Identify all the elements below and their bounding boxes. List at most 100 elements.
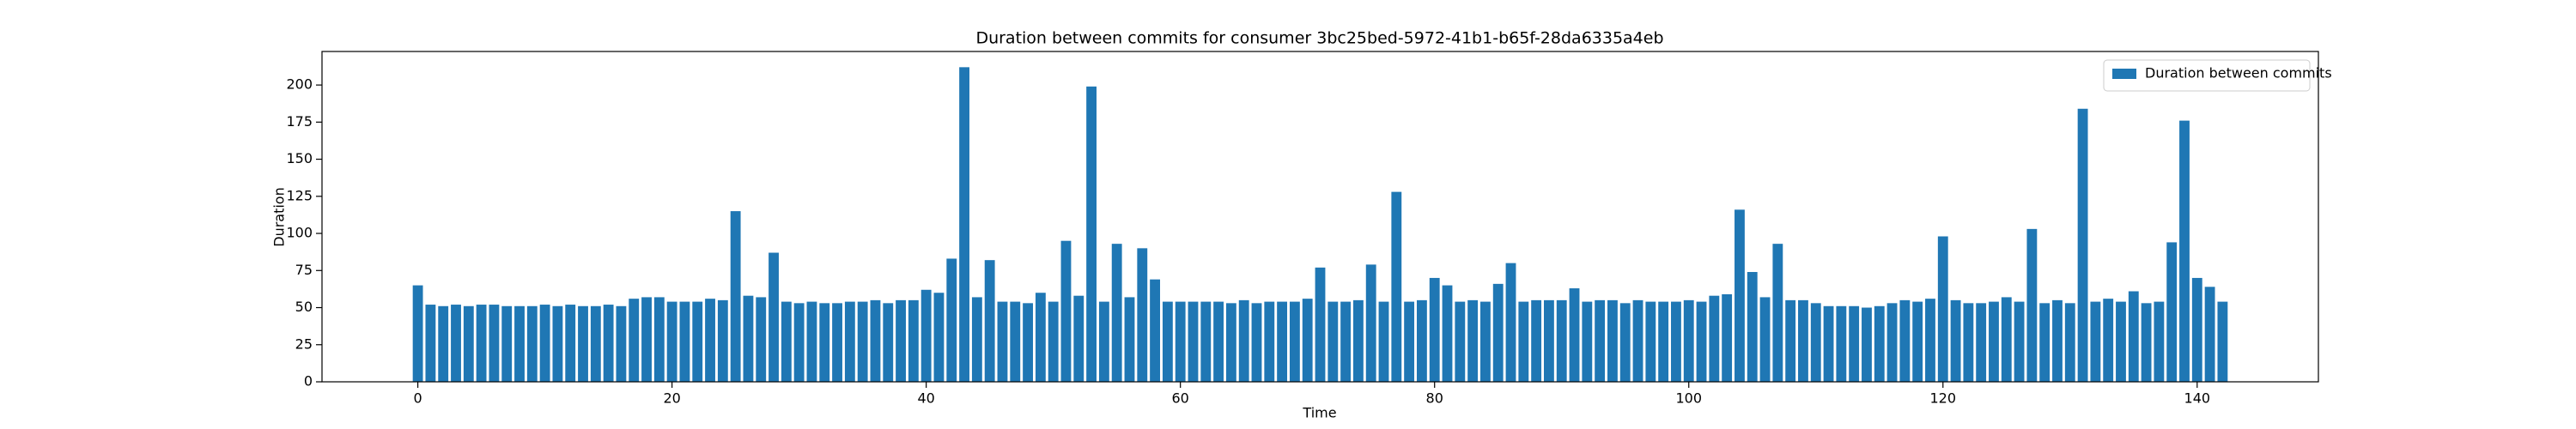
bar: [2217, 301, 2228, 382]
bar: [425, 305, 436, 382]
bar: [1683, 299, 1694, 382]
bar: [705, 299, 715, 382]
bar: [539, 305, 550, 382]
bar: [1073, 295, 1084, 382]
bar: [1759, 297, 1771, 382]
bar: [819, 303, 830, 382]
x-tick-label: 140: [2184, 390, 2211, 407]
y-tick-label: 25: [295, 335, 313, 352]
bar: [565, 305, 576, 382]
bar: [844, 301, 855, 382]
bar: [1709, 295, 1720, 382]
bar: [1048, 301, 1059, 382]
bar: [857, 301, 868, 382]
bar: [1976, 303, 1987, 382]
bar: [438, 305, 449, 382]
bar: [1035, 293, 1046, 382]
bar: [1735, 209, 1745, 382]
bar: [971, 297, 982, 382]
y-axis-label: Duration: [271, 187, 288, 247]
bar: [692, 301, 703, 382]
x-tick-label: 60: [1172, 390, 1189, 407]
x-tick-label: 120: [1929, 390, 1956, 407]
bar: [1479, 301, 1491, 382]
bar: [1200, 301, 1212, 382]
bar: [2116, 301, 2126, 382]
legend-swatch: [2112, 69, 2136, 79]
bar: [1098, 301, 1109, 382]
bar: [2026, 228, 2038, 382]
bar: [1060, 240, 1072, 382]
bar: [756, 297, 767, 382]
bar: [1607, 299, 1618, 382]
bar: [552, 305, 563, 382]
bar: [1391, 191, 1402, 382]
y-tick-label: 125: [286, 187, 313, 203]
bar: [1582, 301, 1593, 382]
bar: [603, 305, 614, 382]
bar: [2128, 291, 2139, 382]
bar: [1251, 303, 1262, 382]
bar: [489, 305, 500, 382]
bar: [1963, 303, 1974, 382]
bar: [1327, 301, 1339, 382]
bar: [1340, 301, 1352, 382]
bar: [1899, 299, 1911, 382]
bar: [1862, 307, 1872, 382]
bar: [1277, 301, 1288, 382]
bar: [1315, 267, 1326, 382]
bar: [476, 305, 487, 382]
bar: [896, 299, 906, 382]
bar: [1937, 236, 1948, 382]
bar: [1124, 297, 1135, 382]
plot-frame: [321, 51, 2319, 383]
bar: [730, 211, 741, 382]
bar: [1874, 305, 1885, 382]
bar: [1569, 288, 1580, 382]
bar: [1225, 303, 1236, 382]
bar: [590, 305, 601, 382]
bar: [1175, 301, 1186, 382]
bar: [1772, 244, 1783, 382]
bar: [997, 301, 1008, 382]
y-tick-label: 75: [295, 262, 313, 278]
y-tick-label: 150: [286, 150, 313, 166]
bar: [1989, 301, 1999, 382]
bar: [717, 299, 728, 382]
bar: [1111, 244, 1122, 382]
bar: [984, 260, 995, 382]
bar: [1632, 299, 1643, 382]
bar: [1302, 299, 1313, 382]
x-tick-label: 80: [1426, 390, 1443, 407]
x-tick-label: 0: [414, 390, 422, 407]
bar: [1378, 301, 1389, 382]
bar: [1696, 301, 1707, 382]
bar: [1950, 299, 1961, 382]
bar: [1658, 301, 1669, 382]
bar: [1505, 263, 1516, 382]
bar: [1671, 301, 1681, 382]
bar: [578, 305, 588, 382]
bar: [793, 303, 805, 382]
bar: [1010, 301, 1021, 382]
bar: [463, 305, 474, 382]
legend-frame: [2103, 59, 2311, 92]
bar: [1518, 301, 1529, 382]
bar: [2090, 301, 2101, 382]
bar: [2001, 297, 2012, 382]
legend-label: Duration between commits: [2145, 65, 2332, 82]
bar: [1404, 301, 1415, 382]
x-axis-label: Time: [1302, 405, 1336, 421]
bar: [1150, 279, 1161, 382]
bar: [1137, 248, 1148, 382]
bar: [2191, 277, 2202, 382]
bar: [2039, 303, 2050, 382]
bar: [1747, 272, 1758, 382]
bar: [959, 67, 969, 382]
bar: [2014, 301, 2025, 382]
bar: [412, 285, 423, 382]
bar: [883, 303, 894, 382]
bar: [1836, 305, 1847, 382]
bar: [1810, 303, 1821, 382]
bar: [806, 301, 817, 382]
